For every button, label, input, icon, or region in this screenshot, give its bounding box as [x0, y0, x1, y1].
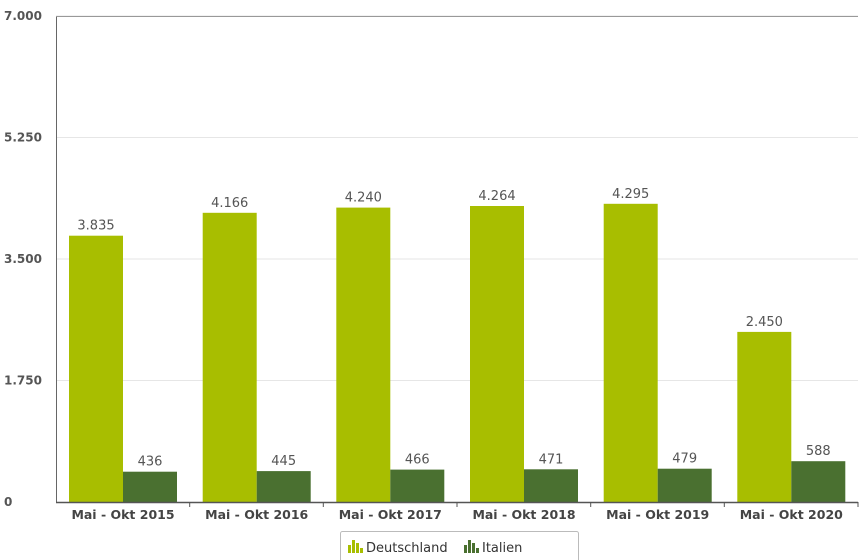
- bar-italien-3[interactable]: [390, 469, 445, 502]
- bar-italien-1[interactable]: [123, 471, 177, 502]
- y-axis: 0 1.750 3.500 5.250 7.000: [4, 9, 858, 509]
- bar-deutschland-5[interactable]: [603, 203, 658, 503]
- data-label: 588: [806, 444, 831, 459]
- grid-lines: [56, 15, 858, 381]
- x-tick-label: Mai - Okt 2020: [740, 507, 843, 522]
- bars: [69, 203, 846, 503]
- bar-chart-icon: [464, 540, 479, 553]
- data-labels: 3.835 436 4.166 445 4.240 466 4.264 471 4.295 479…: [77, 187, 830, 470]
- legend-label: Deutschland: [366, 541, 448, 556]
- data-label: 471: [539, 452, 564, 467]
- y-tick-label: 1.750: [4, 374, 42, 388]
- bar-italien-6[interactable]: [791, 461, 846, 502]
- y-tick-label: 3.500: [4, 252, 42, 266]
- data-label: 4.166: [211, 196, 248, 211]
- x-tick-label: Mai - Okt 2017: [339, 507, 442, 522]
- y-tick-label: 7.000: [4, 9, 42, 23]
- data-label: 436: [138, 455, 163, 470]
- x-axis: Mai - Okt 2015 Mai - Okt 2016 Mai - Okt 20…: [56, 501, 859, 522]
- data-label: 466: [405, 453, 430, 468]
- bar-deutschland-3[interactable]: [336, 207, 391, 502]
- y-tick-label: 0: [4, 495, 12, 509]
- bar-italien-4[interactable]: [524, 469, 578, 502]
- data-label: 4.264: [478, 189, 515, 204]
- data-label: 479: [672, 452, 697, 467]
- bar-chart-icon: [348, 540, 363, 553]
- data-label: 4.240: [345, 191, 382, 206]
- y-tick-label: 5.250: [4, 131, 42, 145]
- legend-label: Italien: [482, 541, 522, 556]
- legend[interactable]: Deutschland Italien: [340, 531, 579, 560]
- bar-italien-5[interactable]: [657, 468, 712, 502]
- data-label: 4.295: [612, 187, 649, 202]
- data-label: 3.835: [77, 219, 114, 234]
- x-tick-label: Mai - Okt 2015: [71, 507, 174, 522]
- data-label: 2.450: [746, 315, 783, 330]
- legend-item-deutschland[interactable]: Deutschland: [366, 541, 448, 556]
- x-tick-label: Mai - Okt 2019: [606, 507, 709, 522]
- x-tick-label: Mai - Okt 2016: [205, 507, 308, 522]
- legend-item-italien[interactable]: Italien: [482, 541, 522, 556]
- bar-deutschland-2[interactable]: [202, 212, 257, 503]
- bar-deutschland-1[interactable]: [69, 235, 123, 502]
- legend-box: [340, 531, 579, 560]
- bar-italien-2[interactable]: [256, 471, 311, 502]
- x-tick-label: Mai - Okt 2018: [472, 507, 575, 522]
- bar-deutschland-6[interactable]: [737, 331, 792, 502]
- data-label: 445: [271, 454, 296, 469]
- bar-deutschland-4[interactable]: [470, 206, 524, 502]
